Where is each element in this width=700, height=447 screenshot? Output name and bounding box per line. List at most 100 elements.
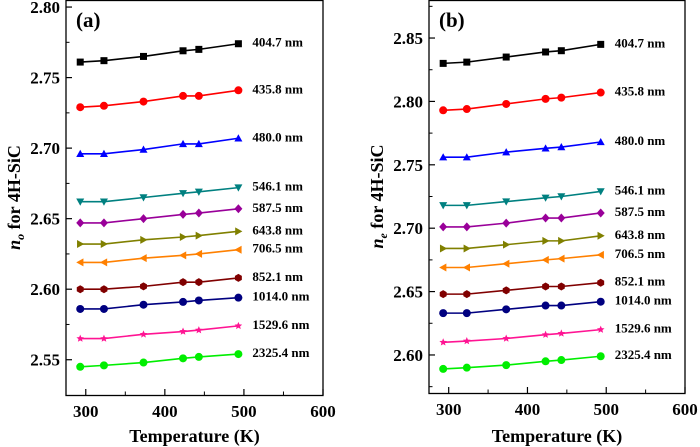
series: 546.1 nm <box>76 179 303 206</box>
square-marker <box>502 53 510 61</box>
triangle-down-marker <box>557 193 566 201</box>
square-marker <box>557 47 565 55</box>
triangle-down-marker <box>502 198 511 206</box>
triangle-left-marker <box>194 249 203 258</box>
circle-marker <box>541 301 550 310</box>
circle-marker <box>439 364 448 373</box>
series-label: 435.8 nm <box>615 84 666 99</box>
circle-marker <box>139 97 148 106</box>
series-label: 587.5 nm <box>252 200 303 215</box>
series-line <box>80 186 239 203</box>
circle-marker <box>234 86 243 95</box>
circle-marker <box>596 352 605 361</box>
circle-marker <box>194 352 203 361</box>
series-label: 546.1 nm <box>252 179 303 194</box>
diamond-marker <box>439 222 448 232</box>
triangle-right-marker <box>195 231 203 240</box>
series: 480.0 nm <box>76 129 303 157</box>
plot-frame <box>65 0 324 397</box>
series-label: 480.0 nm <box>615 133 666 148</box>
series: 1014.0 nm <box>439 293 672 318</box>
circle-marker <box>502 305 511 314</box>
hexagon-marker <box>195 278 203 287</box>
triangle-up-marker <box>439 153 448 161</box>
square-marker <box>179 47 187 55</box>
circle-marker <box>557 301 566 310</box>
circle-marker <box>596 297 605 306</box>
series: 2325.4 nm <box>76 345 310 371</box>
triangle-right-marker <box>100 240 108 249</box>
y-axis-label-symbol: n <box>367 238 387 248</box>
series: 435.8 nm <box>76 81 303 112</box>
circle-marker <box>194 296 203 305</box>
square-marker <box>100 57 108 65</box>
triangle-down-marker <box>76 198 85 206</box>
circle-marker <box>557 93 566 102</box>
triangle-down-marker <box>439 202 448 210</box>
square-marker <box>597 40 605 48</box>
triangle-up-marker <box>234 134 243 142</box>
series-line <box>443 190 601 207</box>
series: 404.7 nm <box>439 35 665 67</box>
y-axis-label-symbol: n <box>4 240 24 250</box>
circle-marker <box>439 106 448 115</box>
triangle-down-marker <box>139 194 148 202</box>
y-tick-label: 2.80 <box>30 0 60 17</box>
series-line <box>443 235 601 250</box>
triangle-right-marker <box>439 244 448 253</box>
series: 2325.4 nm <box>439 347 672 373</box>
triangle-left-marker <box>557 254 565 263</box>
series-label: 546.1 nm <box>615 182 666 197</box>
triangle-up-marker <box>596 137 605 146</box>
triangle-left-marker <box>234 245 242 254</box>
triangle-left-marker <box>462 263 471 272</box>
series: 587.5 nm <box>439 204 665 232</box>
circle-marker <box>179 297 188 306</box>
triangle-down-marker <box>179 190 188 198</box>
series-label: 435.8 nm <box>252 81 303 96</box>
star-marker <box>234 321 243 330</box>
series-line <box>80 42 239 63</box>
circle-marker <box>139 300 148 309</box>
diamond-marker <box>502 218 511 228</box>
triangle-right-marker <box>77 240 85 249</box>
y-tick-label: 2.60 <box>30 280 60 299</box>
circle-marker <box>99 304 108 313</box>
triangle-left-marker <box>502 259 510 268</box>
hexagon-marker <box>439 290 447 299</box>
square-marker <box>463 58 471 66</box>
star-marker <box>463 337 471 345</box>
series-label: 2325.4 nm <box>615 347 672 362</box>
diamond-marker <box>139 214 148 224</box>
circle-marker <box>462 363 471 372</box>
y-axis-label-subscript: o <box>13 234 27 240</box>
series: 587.5 nm <box>76 200 303 228</box>
series-line <box>443 141 601 158</box>
triangle-left-marker <box>541 255 549 264</box>
series: 852.1 nm <box>76 269 303 294</box>
panel-b: 300 400 500 600 2.60 2.65 2.70 2.75 2.80 2.85 Temp… <box>367 0 698 447</box>
hexagon-marker <box>597 278 605 287</box>
panel-label: (a) <box>76 8 101 32</box>
square-marker <box>76 58 84 66</box>
y-axis-label: ne for 4H-SiC <box>367 144 390 248</box>
diamond-marker <box>179 209 188 219</box>
y-axis-label: no for 4H-SiC <box>4 145 27 250</box>
star-marker <box>596 325 605 333</box>
square-marker <box>439 59 447 67</box>
circle-marker <box>76 103 85 112</box>
star-marker <box>179 327 187 335</box>
square-marker <box>234 40 242 48</box>
series: 404.7 nm <box>76 35 303 66</box>
series-line <box>80 230 239 245</box>
y-tick-label: 2.70 <box>30 139 60 158</box>
series-label: 1014.0 nm <box>252 289 309 304</box>
triangle-right-marker <box>542 236 550 245</box>
hexagon-marker <box>140 282 147 291</box>
series: 643.8 nm <box>77 222 303 249</box>
triangle-up-marker <box>462 153 471 161</box>
series-label: 706.5 nm <box>615 246 666 261</box>
series: 480.0 nm <box>439 133 666 161</box>
triangle-up-marker <box>76 149 85 157</box>
